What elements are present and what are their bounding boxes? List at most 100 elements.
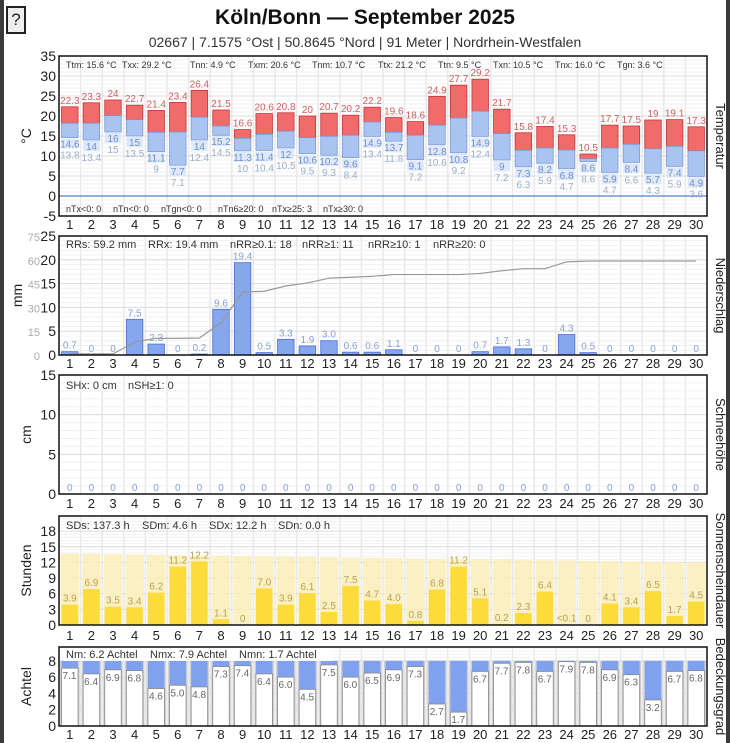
y-tick-label: 30 xyxy=(40,68,56,84)
x-tick-label: 28 xyxy=(646,496,660,511)
bar-value-label: 1.1 xyxy=(387,339,401,350)
x-tick-label: 16 xyxy=(387,217,401,232)
x-tick-label: 22 xyxy=(516,727,530,742)
tn-label-background xyxy=(558,169,575,180)
y-tick-label: 15 xyxy=(40,276,56,292)
bar-value-label: 4.8 xyxy=(192,690,206,701)
help-button[interactable]: ? xyxy=(6,6,26,34)
tn-label-background xyxy=(212,136,230,147)
y-tick-label: 6 xyxy=(48,669,56,685)
marks: 0 0 0 0 0 0 0 0 0 0 0 0 0 0 0 0 0 0 0 0 0 0 0 0 0 0 0 0 0 0 xyxy=(67,483,699,494)
x-tick-label: 9 xyxy=(239,628,246,643)
x-tick-label: 25 xyxy=(581,727,595,742)
tn-bar xyxy=(104,115,122,133)
bar-value-label: 7.5 xyxy=(322,668,336,679)
x-tick-label: 23 xyxy=(538,496,552,511)
x-tick-label: 16 xyxy=(387,628,401,643)
tn-bar xyxy=(212,125,230,136)
sunshine-bar xyxy=(104,606,122,625)
possible-sunshine-bar xyxy=(233,555,252,625)
x-tick-label: 14 xyxy=(343,217,357,232)
x-tick-label: 19 xyxy=(451,217,465,232)
x-tick-label: 25 xyxy=(581,217,595,232)
tx-bar xyxy=(493,108,511,134)
x-tick-label: 27 xyxy=(624,628,638,643)
possible-sunshine-bar xyxy=(578,560,598,625)
x-tick-label: 4 xyxy=(131,628,138,643)
tn-label-background xyxy=(644,174,662,185)
x-tick-label: 20 xyxy=(473,496,487,511)
y-axis-title: mm xyxy=(9,284,25,307)
stat-label: SDs: 137.3 h xyxy=(66,520,130,532)
bar-value-label: 1.1 xyxy=(214,608,228,619)
stat-label: Ttx: 21.2 °C xyxy=(378,60,426,70)
bar-value-label: 4.5 xyxy=(689,591,703,602)
x-tick-label: 30 xyxy=(689,356,703,371)
sunshine-bar xyxy=(169,566,187,625)
tx-value-label: 17.5 xyxy=(622,115,642,126)
station-info: 02667 | 7.1575 °Ost | 50.8645 °Nord | 91… xyxy=(148,34,582,50)
x-tick-label: 27 xyxy=(624,496,638,511)
x-tick-label: 22 xyxy=(516,496,530,511)
tn-value-label: 10.6 xyxy=(298,156,318,167)
tn-label-background xyxy=(61,138,79,149)
right-panel-label: Sonnenscheindauer xyxy=(713,513,728,629)
tn-bar xyxy=(536,147,554,164)
tx-bar xyxy=(298,115,317,139)
tn-value-label: 14.9 xyxy=(362,138,382,149)
x-tick-label: 28 xyxy=(646,628,660,643)
bar-value-label: 6.7 xyxy=(473,674,487,685)
x-tick-label: 18 xyxy=(430,496,444,511)
tgn-value-label: 13.5 xyxy=(125,149,145,160)
x-tick-label: 10 xyxy=(257,496,271,511)
tx-bar xyxy=(125,104,144,120)
bar-value-label: 0.2 xyxy=(192,343,206,354)
tx-value-label: 15.8 xyxy=(514,122,534,133)
tn-bar xyxy=(190,116,209,141)
plot-frame xyxy=(58,515,708,626)
tn-value-label: 16 xyxy=(107,134,119,145)
y-tick-label-cumulative: 0 xyxy=(34,351,40,363)
x-tick-label: 20 xyxy=(473,217,487,232)
x-tick-label: 22 xyxy=(516,356,530,371)
x-tick-label: 18 xyxy=(430,217,444,232)
x-tick-label: 24 xyxy=(559,628,573,643)
window-frame-right xyxy=(726,0,730,743)
cloud-bar xyxy=(342,660,359,678)
tn-bar xyxy=(579,158,597,163)
sunshine-bar xyxy=(407,620,424,625)
x-tick-label: 1 xyxy=(66,496,73,511)
x-tick-label: 15 xyxy=(365,217,379,232)
tn-bar xyxy=(341,134,360,158)
tn-label-background xyxy=(471,137,489,148)
x-tick-label: 5 xyxy=(153,356,160,371)
marks: 3.96.93.5 3.46.211.2 12.21.107.03.96.12.57… xyxy=(60,550,706,625)
sunshine-bar xyxy=(83,589,100,625)
x-tick-label: 7 xyxy=(196,727,203,742)
tn-label-background xyxy=(191,141,208,151)
bar-value-label: 0 xyxy=(693,483,699,494)
tn-bar xyxy=(687,150,705,177)
tn-value-label: 6.8 xyxy=(560,171,574,182)
y-tick-label: 12 xyxy=(40,554,56,570)
tx-value-label: 22.7 xyxy=(125,94,145,105)
cloud-bar xyxy=(320,660,338,665)
x-tick-label: 17 xyxy=(408,628,422,643)
grid xyxy=(59,374,707,495)
tn-bar xyxy=(125,119,144,137)
tn-value-label: 11.3 xyxy=(233,153,252,164)
tgn-value-label: 13.8 xyxy=(60,151,80,162)
tx-value-label: 27.7 xyxy=(449,74,469,85)
x-tick-label: 2 xyxy=(88,628,95,643)
tn-bar xyxy=(277,130,295,149)
x-tick-label: 19 xyxy=(451,496,465,511)
bar-value-label: 0 xyxy=(629,483,635,494)
bar-value-label: 0 xyxy=(672,483,678,494)
y-tick-label: 0 xyxy=(48,486,56,502)
tgn-value-label: 9 xyxy=(153,165,159,176)
x-tick-label: 14 xyxy=(343,356,357,371)
possible-sunshine-bar xyxy=(211,555,231,625)
tx-value-label: 10.5 xyxy=(578,143,598,154)
